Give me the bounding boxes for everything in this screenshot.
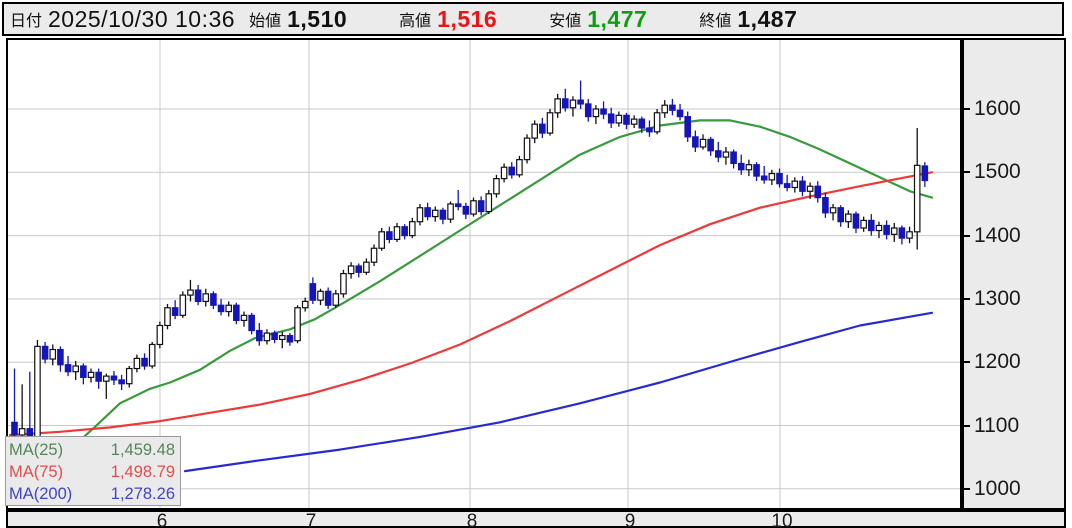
price-tick-label: 1000 <box>974 476 1021 500</box>
close-label: 終値 <box>699 13 732 30</box>
high-value: 1,516 <box>437 5 498 32</box>
price-tick-label: 1300 <box>974 286 1021 310</box>
price-tick-label: 1400 <box>974 223 1021 247</box>
ma25-label: MA(25) <box>9 441 64 459</box>
high-label: 高値 <box>399 13 432 30</box>
open-label: 始値 <box>249 13 282 30</box>
ma200-value: 1,278.26 <box>110 485 175 503</box>
ma75-value: 1,498.79 <box>110 463 175 481</box>
month-tick-label: 7 <box>305 511 317 528</box>
month-tick-label: 10 <box>771 511 793 528</box>
open-value: 1,510 <box>287 5 348 32</box>
ma25-value: 1,459.48 <box>110 441 175 459</box>
ma200-label: MA(200) <box>9 485 73 503</box>
ma75-legend-row: MA(75) 1,498.79 <box>9 461 175 483</box>
low-value: 1,477 <box>587 5 648 32</box>
price-tick-mark <box>964 424 970 427</box>
price-tick-mark <box>964 171 970 174</box>
price-tick-mark <box>964 487 970 490</box>
low-label: 安値 <box>549 13 582 30</box>
price-tick-mark <box>964 108 970 110</box>
month-tick-label: 9 <box>624 511 636 528</box>
price-tick-mark <box>964 234 970 237</box>
price-tick-label: 1600 <box>974 97 1021 120</box>
ma200-legend-row: MA(200) 1,278.26 <box>9 483 175 505</box>
ma75-label: MA(75) <box>9 463 64 481</box>
price-tick-label: 1500 <box>974 160 1021 184</box>
date-label: 日付 <box>10 13 43 30</box>
price-tick-mark <box>964 297 970 300</box>
month-axis: 6 7 8 9 10 <box>6 510 1066 528</box>
price-tick-mark <box>964 361 970 364</box>
candlestick-chart[interactable] <box>6 38 962 510</box>
month-tick-label: 6 <box>156 511 168 528</box>
ma-legend: MA(25) 1,459.48 MA(75) 1,498.79 MA(200) … <box>5 436 181 506</box>
ma25-legend-row: MA(25) 1,459.48 <box>9 439 175 461</box>
price-tick-label: 1100 <box>974 413 1020 437</box>
price-axis: 1600 1500 1400 1300 1200 1100 1000 <box>962 38 1066 510</box>
quote-header-bar: 日付 2025/10/30 10:36 始値 1,510 高値 1,516 安値… <box>2 2 1064 36</box>
price-tick-label: 1200 <box>974 350 1021 374</box>
close-value: 1,487 <box>737 5 798 32</box>
month-tick-label: 8 <box>466 511 478 528</box>
quote-datetime: 2025/10/30 10:36 <box>48 5 236 32</box>
